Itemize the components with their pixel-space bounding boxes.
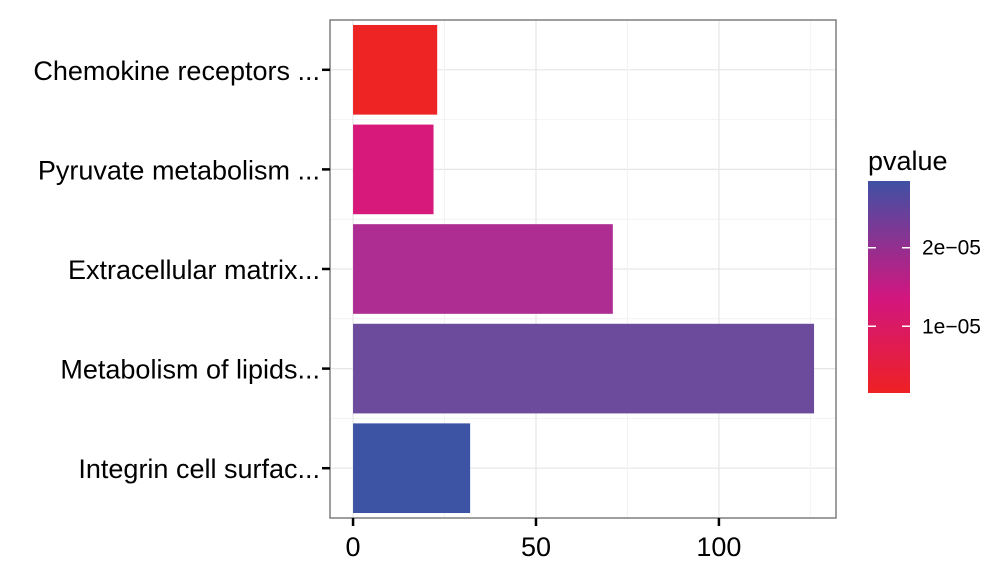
bar <box>353 224 613 314</box>
bar <box>353 323 815 414</box>
legend-tick-label: 2e−05 <box>922 237 981 260</box>
x-tick-label: 0 <box>346 532 361 562</box>
bar <box>353 423 471 514</box>
y-tick-label: Chemokine receptors ... <box>33 56 320 86</box>
y-tick-label: Metabolism of lipids... <box>60 355 320 385</box>
bars <box>353 24 815 514</box>
x-axis: 0 50 100 <box>346 518 741 562</box>
color-legend: pvalue 1e−05 2e−05 <box>868 146 981 393</box>
legend-tick-label: 1e−05 <box>922 315 981 338</box>
y-tick-label: Integrin cell surfac... <box>78 454 320 484</box>
x-tick-label: 50 <box>521 532 551 562</box>
x-tick-label: 100 <box>696 532 741 562</box>
y-axis: Chemokine receptors ... Pyruvate metaboli… <box>33 56 330 484</box>
bar <box>353 24 438 115</box>
legend-title: pvalue <box>868 146 948 176</box>
legend-colorbar <box>868 181 910 393</box>
bar <box>353 124 434 215</box>
y-tick-label: Pyruvate metabolism ... <box>38 155 320 185</box>
y-tick-label: Extracellular matrix... <box>68 255 320 285</box>
